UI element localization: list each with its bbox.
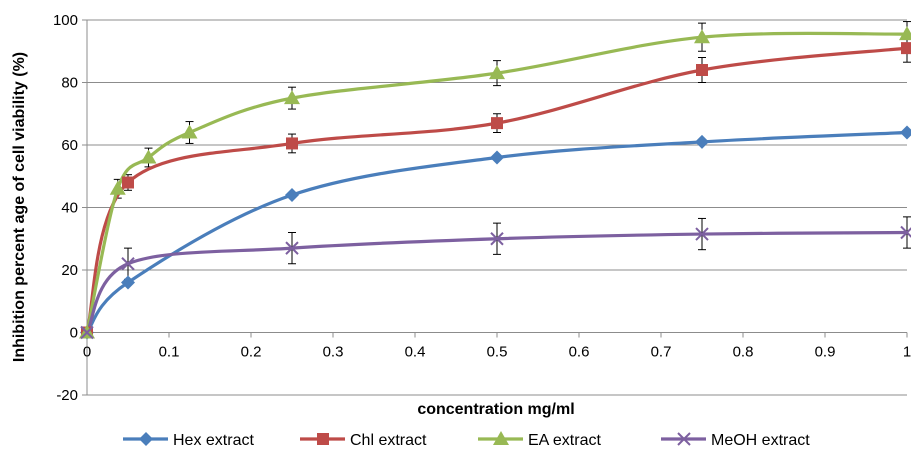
hex-extract-point (695, 134, 709, 149)
x-tick-labels: 0 0.1 0.2 0.3 0.4 0.5 0.6 0.7 0.8 0.9 1 (83, 344, 911, 361)
hex-extract-line (85, 130, 909, 335)
legend-label: EA extract (528, 432, 601, 449)
meoh-extract-point (900, 225, 911, 240)
x-tick-label: 0 (83, 344, 91, 361)
legend-label: Chl extract (350, 432, 427, 449)
hex-extract-point (121, 275, 135, 290)
meoh-extract-point (695, 227, 709, 241)
ea-extract-point (109, 180, 126, 195)
chl-extract-line (85, 46, 909, 335)
chl-extract-point (696, 64, 708, 76)
y-tick-label: 60 (61, 137, 78, 154)
legend: Hex extract Chl extract EA extract MeOH ext… (123, 431, 810, 449)
chl-extract-point (491, 117, 503, 130)
x-tick-label: 0.4 (405, 344, 426, 361)
hex-extract-point (490, 150, 504, 165)
x-tick-label: 0.1 (159, 344, 180, 361)
ea-extract-point (899, 26, 911, 41)
ea-extract-point (140, 149, 157, 164)
legend-marker (493, 431, 509, 445)
ea-extract-point (489, 65, 505, 80)
y-tick-label: 100 (53, 12, 78, 29)
y-axis-title: Inhibition percent age of cell viability… (11, 52, 28, 362)
ea-extract-point (181, 124, 198, 139)
chl-extract-point (901, 42, 911, 55)
x-axis-title: concentration mg/ml (417, 401, 574, 418)
meoh-extract-point (490, 232, 504, 246)
chl-extract-point (286, 137, 298, 150)
x-tick-label: 0.9 (815, 344, 836, 361)
series-markers (79, 26, 911, 340)
x-tick-label: 0.2 (241, 344, 262, 361)
y-tick-label: 80 (61, 75, 78, 92)
y-tick-label: 0 (70, 325, 78, 342)
x-tick-label: 0.5 (487, 344, 508, 361)
legend-marker (677, 432, 691, 446)
chl-extract-point (122, 176, 134, 189)
legend-label: MeOH extract (711, 432, 810, 449)
meoh-extract-point (121, 257, 135, 271)
legend-marker (317, 433, 329, 445)
ea-extract-point (284, 90, 300, 105)
x-tick-label: 0.7 (651, 344, 672, 361)
y-tick-label: -20 (56, 387, 78, 404)
legend-label: Hex extract (173, 432, 254, 449)
hex-extract-point (285, 188, 299, 202)
legend-item-chl-extract: Chl extract (300, 432, 427, 449)
x-tick-label: 0.8 (733, 344, 754, 361)
x-tick-label: 0.3 (323, 344, 344, 361)
legend-marker (139, 432, 153, 446)
hex-extract-point (900, 125, 911, 140)
meoh-extract-point (80, 325, 94, 340)
legend-item-meoh-extract: MeOH extract (661, 432, 810, 449)
x-tick-label: 0.6 (569, 344, 590, 361)
y-tick-label: 40 (61, 200, 78, 217)
y-tick-labels: -20 0 20 40 60 80 100 (53, 12, 78, 404)
legend-item-hex-extract: Hex extract (123, 432, 254, 449)
x-tick-label: 1 (903, 344, 911, 361)
y-tick-label: 20 (61, 262, 78, 279)
legend-item-ea-extract: EA extract (478, 431, 601, 449)
ea-extract-point (694, 29, 710, 44)
meoh-extract-point (285, 241, 299, 255)
